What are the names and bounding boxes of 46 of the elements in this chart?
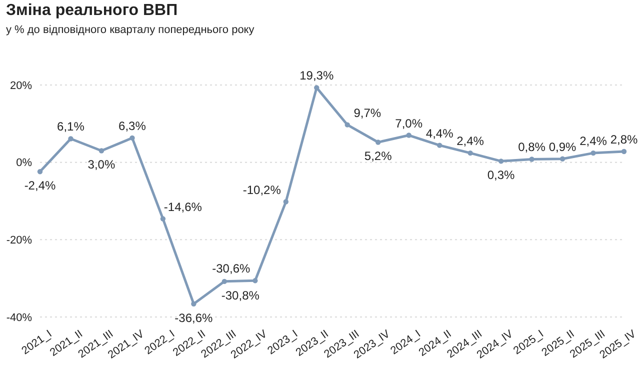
y-tick-label: 20% <box>10 80 32 92</box>
data-label: 2,4% <box>580 134 608 148</box>
data-label: -10,2% <box>242 182 282 197</box>
point <box>252 278 258 284</box>
point <box>590 150 596 156</box>
data-label: 6,1% <box>57 120 85 134</box>
data-label: 0,3% <box>487 168 516 182</box>
point <box>283 199 288 204</box>
point <box>314 85 320 90</box>
point <box>37 169 43 174</box>
point <box>621 148 627 154</box>
data-label: -36,6% <box>174 310 214 325</box>
data-label: -14,6% <box>164 200 202 214</box>
y-tick-label: -40% <box>6 312 32 324</box>
point <box>560 156 566 162</box>
data-label: -30,6% <box>212 262 250 276</box>
y-tick-label: -20% <box>6 234 32 247</box>
data-label: 0,8% <box>518 140 546 154</box>
point <box>98 148 104 154</box>
data-label: 2,4% <box>456 134 484 148</box>
point <box>160 216 166 222</box>
y-tick-label: 0% <box>16 157 32 170</box>
data-label: 19,3% <box>300 68 334 83</box>
data-label: 0,9% <box>548 140 577 154</box>
data-label: 2,8% <box>610 132 638 147</box>
data-label: 3,0% <box>88 158 116 172</box>
point <box>529 156 534 162</box>
point <box>130 135 135 141</box>
point <box>406 132 412 138</box>
data-label: 5,2% <box>364 149 392 164</box>
point <box>498 158 504 164</box>
point <box>376 140 381 145</box>
chart-title: Зміна реального ВВП <box>6 2 178 20</box>
data-label: -30,8% <box>221 288 260 302</box>
data-label: 9,7% <box>354 106 382 120</box>
point <box>436 142 442 148</box>
data-label: 4,4% <box>426 126 454 140</box>
point <box>344 122 350 128</box>
point <box>191 301 196 306</box>
data-label: 7,0% <box>395 116 423 130</box>
point <box>468 150 473 156</box>
data-label: 6,3% <box>118 118 146 133</box>
point <box>68 136 74 142</box>
chart-subtitle: у % до відповідного кварталу попереднього року <box>6 24 254 36</box>
point <box>222 278 228 284</box>
data-label: -2,4% <box>24 178 56 193</box>
